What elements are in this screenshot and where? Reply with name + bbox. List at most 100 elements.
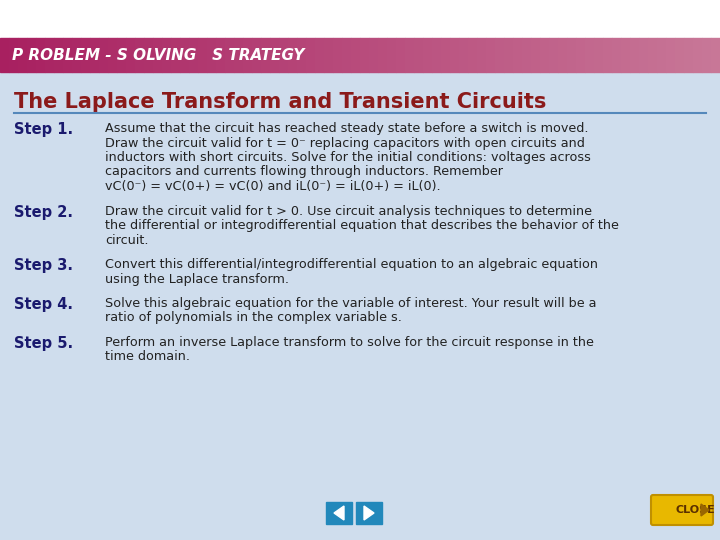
Bar [288, 38, 297, 72]
Bar [81, 38, 90, 72]
Bar [27, 38, 36, 72]
Text: ratio of polynomials in the complex variable s.: ratio of polynomials in the complex vari… [105, 312, 402, 325]
Bar [666, 38, 675, 72]
Bar [144, 38, 153, 72]
Bar [675, 38, 684, 72]
Text: circuit.: circuit. [105, 233, 148, 246]
Bar [603, 38, 612, 72]
Bar [315, 38, 324, 72]
Bar [225, 38, 234, 72]
Bar [0, 72, 720, 540]
Bar [18, 38, 27, 72]
Bar [63, 38, 72, 72]
Bar [576, 38, 585, 72]
Bar [504, 38, 513, 72]
Bar [639, 38, 648, 72]
Bar [612, 38, 621, 72]
Polygon shape [364, 506, 374, 520]
Bar [495, 38, 504, 72]
Bar [522, 38, 531, 72]
Bar [369, 38, 378, 72]
Text: Perform an inverse Laplace transform to solve for the circuit response in the: Perform an inverse Laplace transform to … [105, 336, 594, 349]
Bar [198, 38, 207, 72]
Text: Step 1.: Step 1. [14, 122, 73, 137]
Bar [432, 38, 441, 72]
Bar [531, 38, 540, 72]
Polygon shape [701, 504, 709, 516]
Bar [594, 38, 603, 72]
Bar [405, 38, 414, 72]
Bar [99, 38, 108, 72]
Text: Step 4.: Step 4. [14, 297, 73, 312]
Bar [279, 38, 288, 72]
Bar [234, 38, 243, 72]
Text: time domain.: time domain. [105, 350, 190, 363]
Bar [423, 38, 432, 72]
Bar [252, 38, 261, 72]
Bar [567, 38, 576, 72]
Bar [72, 38, 81, 72]
Text: inductors with short circuits. Solve for the initial conditions: voltages across: inductors with short circuits. Solve for… [105, 151, 591, 164]
Bar [356, 502, 382, 524]
Bar [693, 38, 702, 72]
Bar [180, 38, 189, 72]
Bar [414, 38, 423, 72]
Text: the differential or integrodifferential equation that describes the behavior of : the differential or integrodifferential … [105, 219, 619, 232]
Bar [621, 38, 630, 72]
Bar [306, 38, 315, 72]
Bar [648, 38, 657, 72]
Bar [396, 38, 405, 72]
Bar [324, 38, 333, 72]
Text: Convert this differential/integrodifferential equation to an algebraic equation: Convert this differential/integrodiffere… [105, 258, 598, 271]
Bar [126, 38, 135, 72]
Bar [477, 38, 486, 72]
Text: Draw the circuit valid for t > 0. Use circuit analysis techniques to determine: Draw the circuit valid for t > 0. Use ci… [105, 205, 592, 218]
Bar [153, 38, 162, 72]
Bar [270, 38, 279, 72]
Bar [45, 38, 54, 72]
Bar [486, 38, 495, 72]
Bar [297, 38, 306, 72]
Bar [0, 38, 9, 72]
Bar [135, 38, 144, 72]
Bar [243, 38, 252, 72]
Text: capacitors and currents flowing through inductors. Remember: capacitors and currents flowing through … [105, 165, 503, 179]
Bar [333, 38, 342, 72]
Bar [540, 38, 549, 72]
FancyBboxPatch shape [651, 495, 713, 525]
Text: vC(0⁻) = vC(0+) = vC(0) and iL(0⁻) = iL(0+) = iL(0).: vC(0⁻) = vC(0+) = vC(0) and iL(0⁻) = iL(… [105, 180, 441, 193]
Text: The Laplace Transform and Transient Circuits: The Laplace Transform and Transient Circ… [14, 92, 546, 112]
Bar [162, 38, 171, 72]
Bar [0, 0, 720, 38]
Bar [450, 38, 459, 72]
Bar [459, 38, 468, 72]
Bar [171, 38, 180, 72]
Bar [585, 38, 594, 72]
Text: P ROBLEM - S OLVING   S TRATEGY: P ROBLEM - S OLVING S TRATEGY [12, 48, 305, 63]
Bar [108, 38, 117, 72]
Bar [54, 38, 63, 72]
Text: Step 2.: Step 2. [14, 205, 73, 219]
Bar [630, 38, 639, 72]
Bar [468, 38, 477, 72]
Bar [90, 38, 99, 72]
Bar [558, 38, 567, 72]
Bar [549, 38, 558, 72]
Text: using the Laplace transform.: using the Laplace transform. [105, 273, 289, 286]
Bar [387, 38, 396, 72]
Bar [657, 38, 666, 72]
Bar [117, 38, 126, 72]
Bar [261, 38, 270, 72]
Bar [207, 38, 216, 72]
Bar [36, 38, 45, 72]
Bar [711, 38, 720, 72]
Bar [441, 38, 450, 72]
Bar [342, 38, 351, 72]
Bar [360, 38, 369, 72]
Text: Solve this algebraic equation for the variable of interest. Your result will be : Solve this algebraic equation for the va… [105, 297, 596, 310]
Text: Step 3.: Step 3. [14, 258, 73, 273]
Text: Assume that the circuit has reached steady state before a switch is moved.: Assume that the circuit has reached stea… [105, 122, 588, 135]
Text: Draw the circuit valid for t = 0⁻ replacing capacitors with open circuits and: Draw the circuit valid for t = 0⁻ replac… [105, 137, 585, 150]
Bar [189, 38, 198, 72]
Bar [351, 38, 360, 72]
